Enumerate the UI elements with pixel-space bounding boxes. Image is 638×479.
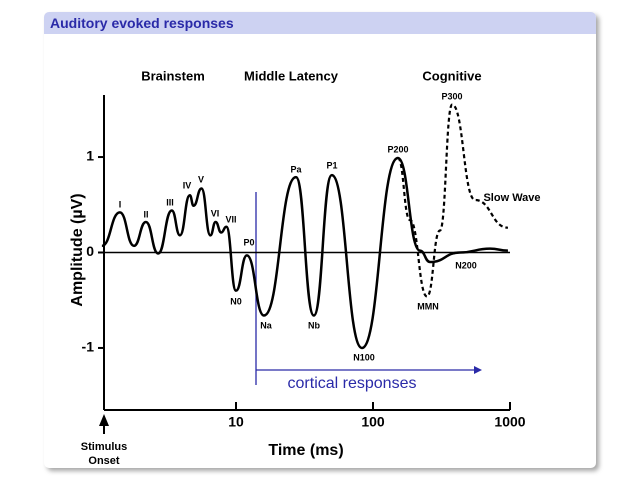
peak-label: N100	[353, 352, 375, 362]
peak-label: Nb	[308, 320, 320, 330]
onset-label: Stimulus	[81, 441, 127, 453]
peak-label: II	[143, 209, 148, 219]
peak-label: P200	[387, 144, 408, 154]
y-tick-label: -1	[82, 339, 95, 355]
section-label: Brainstem	[141, 68, 205, 83]
x-axis-label: Time (ms)	[268, 442, 343, 459]
slide-block: Auditory evoked responses	[44, 12, 596, 468]
x-tick-label: 100	[361, 414, 385, 430]
peak-label: Pa	[290, 164, 302, 174]
peak-label: MMN	[417, 301, 439, 311]
peak-label: P1	[326, 160, 337, 170]
y-tick-label: 0	[86, 243, 94, 259]
x-tick-label: 1000	[494, 414, 525, 430]
peak-label: Na	[260, 320, 272, 330]
peak-label: N0	[230, 296, 242, 306]
peak-label: P300	[441, 91, 462, 101]
section-label: Cognitive	[422, 68, 481, 83]
peak-label: V	[198, 174, 204, 184]
waveform	[396, 103, 509, 298]
onset-label: Onset	[88, 455, 120, 467]
peak-label: VI	[211, 208, 220, 218]
range-label: cortical responses	[288, 375, 417, 392]
slide-title: Auditory evoked responses	[44, 12, 596, 34]
onset-arrow	[99, 414, 109, 426]
peak-label: P0	[243, 237, 254, 247]
peak-label: N200	[455, 260, 477, 270]
peak-label: III	[166, 197, 174, 207]
y-tick-label: 1	[86, 148, 94, 164]
peak-label: I	[119, 199, 122, 209]
peak-label: IV	[183, 180, 192, 190]
section-label: Middle Latency	[244, 68, 339, 83]
waveform	[101, 156, 508, 350]
y-axis-label: Amplitude (µV)	[69, 193, 86, 306]
x-tick-label: 10	[228, 414, 244, 430]
arrow-head	[474, 366, 482, 374]
peak-label: VII	[225, 214, 236, 224]
peak-label: Slow Wave	[483, 192, 540, 204]
